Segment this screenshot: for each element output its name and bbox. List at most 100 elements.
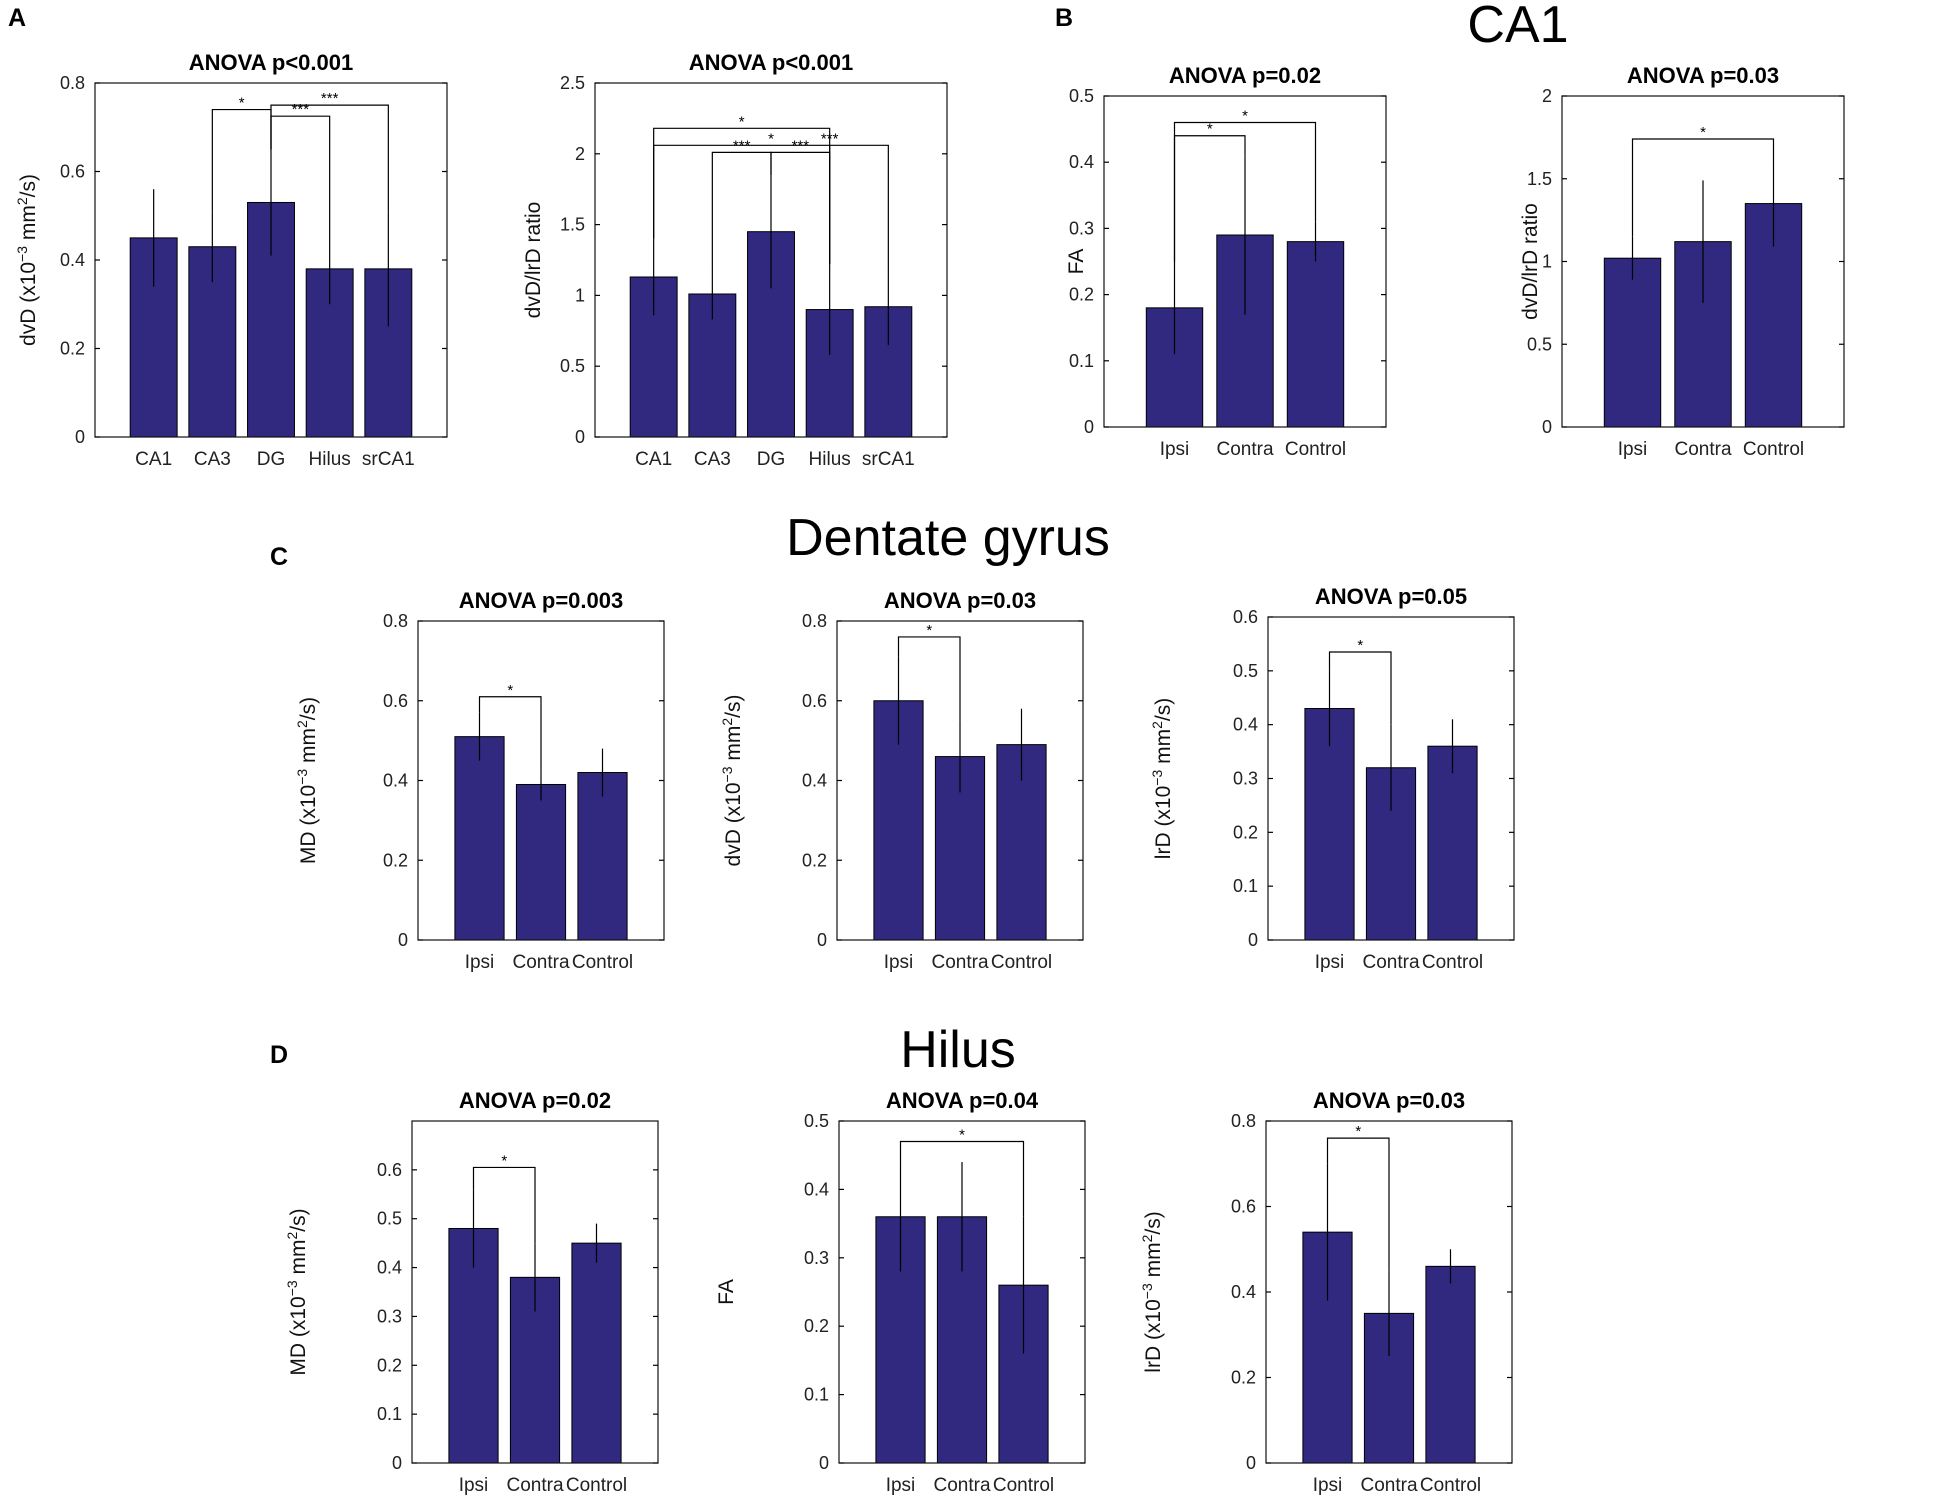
significance-bracket	[899, 1140, 1025, 1217]
significance-bracket	[472, 1166, 536, 1244]
y-tick-label: 0.1	[1069, 351, 1094, 371]
y-tick-label: 0.1	[377, 1404, 402, 1424]
x-category-label: Contra	[512, 952, 569, 973]
chart-title: ANOVA p<0.001	[689, 50, 853, 75]
x-category-label: Contra	[506, 1475, 563, 1496]
chart-b-dvd-lrd-ratio: ANOVA p=0.03 0 0.5 1 1.5 2 Ipsi Contra Control dv…	[1519, 63, 1845, 460]
x-category-label: Contra	[933, 1475, 990, 1496]
y-tick-label: 0.5	[1069, 86, 1094, 106]
significance-marker: *	[1242, 107, 1248, 124]
y-tick-label: 0.8	[1231, 1111, 1256, 1131]
y-axis-label: MD (x10−3 mm2/s)	[284, 1208, 310, 1375]
panel-letter-d: D	[270, 1041, 288, 1069]
y-axis-label: lrD (x10−3 mm2/s)	[1139, 1211, 1165, 1372]
y-tick-label: 1	[1542, 252, 1552, 272]
y-tick-label: 0.6	[383, 691, 408, 711]
significance-bracket	[1326, 1137, 1390, 1271]
significance-marker: *	[768, 130, 774, 147]
y-tick-label: 0.2	[1233, 822, 1258, 842]
x-category-label: Hilus	[309, 449, 351, 470]
y-tick-label: 0.2	[802, 850, 827, 870]
chart-a-dvd: ANOVA p<0.001 0 0.2 0.4 0.6 0.8 CA1 CA3 DG Hilus s…	[14, 50, 448, 470]
significance-marker: *	[739, 113, 745, 130]
chart-c-lrd: ANOVA p=0.05 0 0.1 0.2 0.3 0.4 0.5 0.6 Ipsi Contr…	[1149, 584, 1515, 973]
x-category-label: Contra	[1362, 952, 1419, 973]
panel-letter-c: C	[270, 543, 288, 571]
section-title-ca1: CA1	[1467, 0, 1568, 54]
x-category-label: Contra	[1674, 439, 1731, 460]
y-tick-label: 1.5	[560, 215, 585, 235]
y-tick-label: 0.3	[377, 1306, 402, 1326]
y-tick-label: 0.6	[1231, 1197, 1256, 1217]
y-tick-label: 0.4	[1233, 715, 1258, 735]
y-tick-label: 0	[1246, 1453, 1256, 1473]
x-category-label: Ipsi	[1315, 952, 1345, 973]
significance-bracket	[270, 104, 389, 212]
y-tick-label: 0.2	[60, 339, 85, 359]
significance-marker: ***	[792, 137, 810, 154]
x-category-label: CA3	[194, 449, 231, 470]
bar-ipsi	[1603, 257, 1662, 428]
bar-control	[1427, 745, 1478, 941]
y-tick-label: 0	[575, 427, 585, 447]
y-tick-label: 0.3	[1233, 769, 1258, 789]
y-tick-label: 0	[1248, 930, 1258, 950]
significance-bracket	[897, 636, 961, 721]
y-tick-label: 0.4	[383, 771, 408, 791]
y-axis-label: dvD/lrD ratio	[1519, 203, 1542, 320]
significance-marker: *	[1207, 121, 1213, 138]
y-tick-label: 0.4	[1231, 1282, 1256, 1302]
bar-control	[1286, 241, 1345, 428]
significance-bracket	[211, 108, 272, 212]
significance-marker: *	[926, 622, 932, 639]
y-tick-label: 0.3	[804, 1248, 829, 1268]
chart-title: ANOVA p=0.03	[1627, 63, 1779, 88]
y-tick-label: 0.4	[60, 250, 85, 270]
bar-control	[1425, 1265, 1476, 1464]
significance-marker: *	[501, 1152, 507, 1169]
chart-title: ANOVA p<0.001	[189, 50, 353, 75]
x-category-label: Ipsi	[1313, 1475, 1343, 1496]
x-category-label: Hilus	[809, 449, 851, 470]
chart-title: ANOVA p=0.03	[1313, 1088, 1465, 1113]
bar-contra	[515, 783, 567, 941]
significance-bracket	[653, 144, 889, 269]
y-tick-label: 0.3	[1069, 218, 1094, 238]
y-tick-label: 0.2	[383, 850, 408, 870]
y-tick-label: 0.5	[1527, 334, 1552, 354]
significance-bracket	[478, 696, 542, 769]
x-category-label: Control	[572, 952, 633, 973]
x-category-label: Contra	[931, 952, 988, 973]
bar-ipsi	[1304, 708, 1355, 941]
significance-bracket	[1631, 138, 1775, 237]
chart-d-md: ANOVA p=0.02 0 0.1 0.2 0.3 0.4 0.5 0.6 Ipsi Contr…	[284, 1088, 659, 1496]
chart-title: ANOVA p=0.02	[459, 1088, 611, 1113]
y-axis-label: MD (x10−3 mm2/s)	[294, 697, 320, 864]
x-category-label: Control	[566, 1475, 627, 1496]
chart-a-dvd-lrd-ratio: ANOVA p<0.001 0 0.5 1 1.5 2 2.5 CA1 CA3 DG Hilus sr…	[522, 50, 948, 470]
bar-control	[577, 772, 628, 941]
significance-marker: ***	[733, 137, 751, 154]
significance-marker: ***	[292, 101, 310, 118]
panel-letter-a: A	[8, 4, 26, 32]
y-axis-label: dvD (x10−3 mm2/s)	[14, 174, 40, 346]
chart-title: ANOVA p=0.05	[1315, 584, 1467, 609]
y-tick-label: 0	[398, 930, 408, 950]
x-category-label: DG	[757, 449, 786, 470]
x-category-label: Ipsi	[459, 1475, 489, 1496]
x-category-label: srCA1	[362, 449, 415, 470]
significance-marker: *	[1357, 637, 1363, 654]
significance-marker: *	[1355, 1123, 1361, 1140]
y-tick-label: 0	[1084, 417, 1094, 437]
y-tick-label: 0.6	[60, 162, 85, 182]
y-axis-label: lrD (x10−3 mm2/s)	[1149, 698, 1175, 859]
x-category-label: Ipsi	[886, 1475, 916, 1496]
significance-marker: *	[1700, 124, 1706, 141]
y-tick-label: 0.2	[1069, 285, 1094, 305]
chart-d-lrd: ANOVA p=0.03 0 0.2 0.4 0.6 0.8 Ipsi Contra Contr…	[1139, 1088, 1513, 1496]
y-tick-label: 0.1	[1233, 876, 1258, 896]
x-category-label: Contra	[1216, 439, 1273, 460]
y-tick-label: 0.4	[1069, 152, 1094, 172]
y-tick-label: 0.5	[804, 1111, 829, 1131]
chart-c-dvd: ANOVA p=0.03 0 0.2 0.4 0.6 0.8 Ipsi Contra Contr…	[719, 588, 1084, 973]
